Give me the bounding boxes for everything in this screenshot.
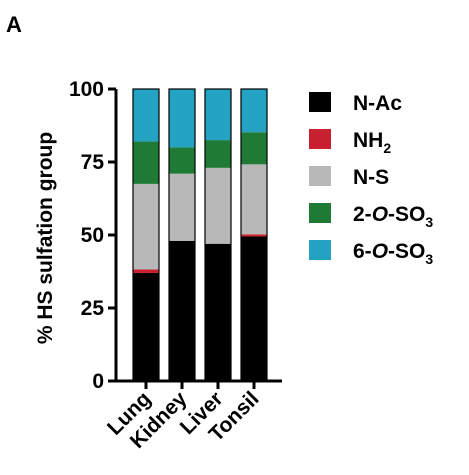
legend-swatch-2-o-so3 [309,203,331,223]
bar-segment-liver-n-ac [205,243,231,381]
y-axis-title: % HS sulfation group [34,132,57,344]
bar-segment-tonsil-6-o-so3 [241,89,267,133]
y-tick-label: 25 [81,297,105,320]
legend-label-n-ac: N-Ac [353,92,402,115]
bar-segment-lung-6-o-so3 [133,89,159,142]
bars-group [132,88,268,382]
legend-swatch-n-s [309,166,331,186]
y-tick-label: 0 [92,370,104,393]
legend-swatch-nh2 [309,129,331,149]
bar-segment-lung-2-o-so3 [133,141,159,184]
bar-segment-kidney-n-ac [169,240,195,381]
legend-label-nh2: NH2 [353,129,391,156]
y-tick-label: 100 [69,78,104,101]
bar-segment-tonsil-n-s [241,164,267,235]
legend-label-6-o-so3: 6-O-SO3 [353,240,433,267]
legend-label-2-o-so3: 2-O-SO3 [353,203,433,230]
bar-segment-lung-nh2 [133,269,159,273]
bar-segment-tonsil-2-o-so3 [241,132,267,165]
y-tick-label: 50 [81,224,104,247]
y-tick-label: 75 [81,151,105,174]
bar-segment-tonsil-n-ac [241,236,267,381]
legend-label-n-s: N-S [353,166,389,189]
bar-segment-liver-n-s [205,167,231,244]
legend-swatch-n-ac [309,92,331,112]
legend-swatch-6-o-so3 [309,240,331,260]
bar-segment-kidney-6-o-so3 [169,89,195,148]
bar-segment-liver-6-o-so3 [205,89,231,141]
bar-segment-kidney-2-o-so3 [169,147,195,174]
bar-segment-lung-n-ac [133,272,159,381]
legend: N-Ac NH2 N-S 2-O-SO3 6-O-SO3 [309,92,433,267]
bar-segment-kidney-n-s [169,173,195,241]
bar-segment-liver-2-o-so3 [205,140,231,168]
panel-label: A [6,12,22,37]
bar-segment-lung-n-s [133,183,159,270]
bar-segment-tonsil-nh2 [241,234,267,237]
